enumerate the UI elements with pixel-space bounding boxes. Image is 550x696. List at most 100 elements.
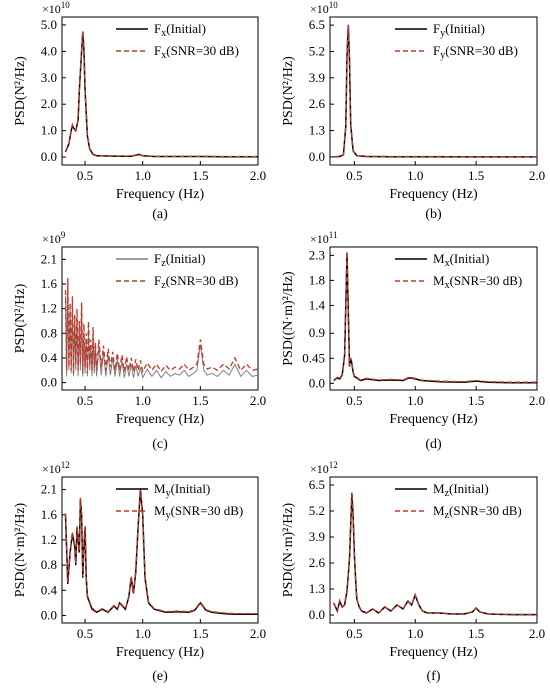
legend-entry: Fy(SNR=30 dB) [433,43,518,61]
series-line-snr [64,277,258,374]
y-tick-label: 3.0 [41,70,57,85]
x-tick-label: 0.5 [346,393,362,408]
y-tick-label: 1.6 [41,507,58,522]
y-tick-label: 0.0 [41,149,57,164]
y-tick-label: 0.4 [41,350,58,365]
y-tick-label: 2.6 [309,555,326,570]
x-tick-label: 2.0 [529,168,545,183]
x-tick-label: 0.5 [346,626,362,641]
panel-caption: (f) [427,669,441,684]
y-tick-label: 0.8 [41,325,57,340]
y-tick-label: 0.0 [309,375,325,390]
plot-frame [61,476,259,624]
x-tick-label: 1.0 [407,626,423,641]
y-tick-label: 0.9 [309,325,325,340]
axis-exponent: ×1012 [310,460,338,476]
series-line-snr [64,31,258,158]
y-tick-label: 2.1 [41,482,57,497]
legend-entry: Mz(Initial) [433,481,489,499]
y-tick-label: 6.5 [309,17,325,32]
panel-d: 0.5 1.0 1.5 2.0 0.0 0.45 0.9 1.4 1.8 2.3×1011 Freq… [281,230,545,452]
plot-frame [61,16,259,166]
x-tick-label: 1.0 [407,168,423,183]
panel-caption: (a) [152,207,168,222]
panel-caption: (b) [425,207,442,222]
series-line-snr [333,24,537,158]
legend-entry: Fx(Initial) [154,21,206,39]
legend-entry: Fx(SNR=30 dB) [154,43,239,61]
x-axis-label: Frequency (Hz) [116,412,205,427]
y-tick-label: 0.8 [41,557,57,572]
legend-entry: My(Initial) [154,481,210,499]
plot-frame [329,16,538,166]
x-tick-label: 2.0 [529,393,545,408]
x-tick-label: 2.0 [529,626,545,641]
y-tick-label: 4.0 [41,43,57,58]
y-tick-label: 6.5 [309,477,325,492]
y-tick-label: 1.2 [41,301,57,316]
x-tick-label: 1.0 [407,393,423,408]
axis-exponent: ×1012 [42,460,70,476]
y-tick-label: 0.0 [41,607,57,622]
x-tick-label: 1.5 [468,393,484,408]
legend-entry: Fz(Initial) [154,251,205,269]
y-axis-label: PSD(N²/Hz) [13,56,28,126]
x-tick-label: 1.0 [135,626,151,641]
legend-entry: Fy(Initial) [433,21,485,39]
legend-entry: Fz(SNR=30 dB) [154,273,238,291]
series-line-snr [333,492,537,616]
panel-f: 0.5 1.0 1.5 2.0 0.0 1.3 2.6 3.9 5.2 6.5×1012 Frequ… [281,460,545,684]
y-tick-label: 1.8 [309,272,325,287]
y-tick-label: 5.2 [309,43,325,58]
y-tick-label: 1.3 [309,581,325,596]
axis-exponent: ×109 [42,230,66,246]
y-tick-label: 3.9 [309,529,325,544]
y-axis-label: PSD(N²/Hz) [281,56,296,126]
y-axis-label: PSD((N·m)²/Hz) [281,502,296,597]
legend-entry: Mz(SNR=30 dB) [433,503,522,521]
y-tick-label: 0.0 [309,149,325,164]
y-tick-label: 1.4 [309,297,326,312]
x-tick-label: 0.5 [77,168,93,183]
x-tick-label: 1.5 [468,626,484,641]
plot-frame [61,246,259,391]
y-tick-label: 0.4 [41,582,58,597]
x-tick-label: 2.0 [250,626,266,641]
panel-caption: (e) [152,669,168,684]
y-tick-label: 1.6 [41,276,58,291]
y-tick-label: 0.0 [309,607,325,622]
panel-caption: (d) [425,437,442,452]
panel-b: 0.5 1.0 1.5 2.0 0.0 1.3 2.6 3.9 5.2 6.5×1010 Frequ… [281,0,545,222]
plot-frame [329,246,538,391]
series-line-snr [64,488,258,615]
x-axis-label: Frequency (Hz) [116,645,205,660]
x-tick-label: 2.0 [250,393,266,408]
panel-caption: (c) [152,437,168,452]
axis-exponent: ×1011 [310,230,337,246]
y-tick-label: 1.2 [41,532,57,547]
axis-exponent: ×1010 [310,0,338,16]
x-tick-label: 1.5 [192,393,208,408]
y-tick-label: 1.0 [41,123,57,138]
plot-frame [329,476,538,624]
x-tick-label: 1.5 [192,626,208,641]
y-tick-label: 0.45 [302,350,325,365]
x-tick-label: 1.5 [192,168,208,183]
x-tick-label: 0.5 [77,393,93,408]
y-tick-label: 2.3 [309,247,325,262]
series-line-snr [333,251,537,383]
x-tick-label: 1.0 [135,168,151,183]
axis-exponent: ×1010 [42,0,70,16]
x-tick-label: 1.0 [135,393,151,408]
x-tick-label: 1.5 [468,168,484,183]
y-tick-label: 5.2 [309,503,325,518]
y-axis-label: PSD((N·m)²/Hz) [13,502,28,597]
y-tick-label: 0.0 [41,375,57,390]
legend-entry: Mx(SNR=30 dB) [433,273,522,291]
panel-a: 0.5 1.0 1.5 2.0 0.0 1.0 2.0 3.0 4.0 5.0×1010 Frequ… [13,0,266,222]
panel-c: 0.5 1.0 1.5 2.0 0.0 0.4 0.8 1.2 1.6 2.1 ×109 Freque… [13,230,266,452]
y-tick-label: 5.0 [41,17,57,32]
y-tick-label: 2.6 [309,96,326,111]
legend-entry: Mx(Initial) [433,251,489,269]
